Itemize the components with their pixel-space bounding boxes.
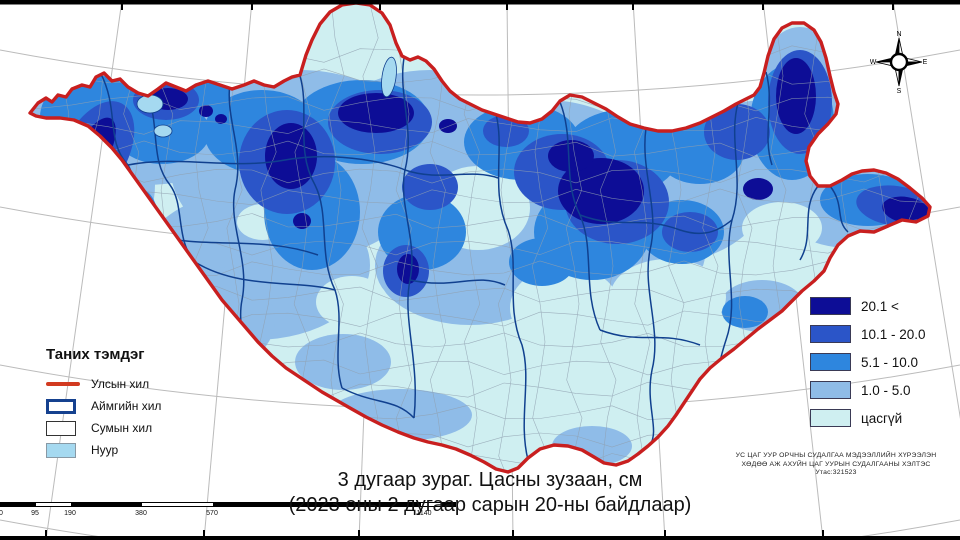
scale-segment bbox=[142, 503, 213, 506]
scale-label: 380 bbox=[135, 510, 147, 517]
legend-item-label: Аймгийн хил bbox=[91, 399, 162, 413]
country-border bbox=[28, 1, 932, 474]
lakes bbox=[111, 56, 397, 184]
legend-item-label: Улсын хил bbox=[91, 377, 150, 391]
scale-bar: 0 95 190 380 570 1140 bbox=[0, 502, 470, 520]
caption-line1: 3 дугаар зураг. Цасны зузаан, см bbox=[337, 469, 643, 491]
credits-line1: УС ЦАГ УУР ОРЧНЫ СУДАЛГАА МЭДЭЭЛЛИЙН ХҮР… bbox=[735, 452, 937, 459]
lake-khovsgol bbox=[381, 56, 397, 98]
scale-segment bbox=[36, 503, 71, 506]
class-color-swatch bbox=[810, 409, 851, 427]
legend-snow-classes: 20.1 < 10.1 - 20.0 5.1 - 10.0 1.0 - 5.0 цасг… bbox=[810, 297, 926, 437]
legend-item-aimag-border: Аймгийн хил bbox=[46, 395, 161, 417]
legend-item-label: Нуур bbox=[91, 443, 119, 457]
legend-item-label: Сумын хил bbox=[91, 421, 153, 435]
legend-symbols: Таних тэмдэг Улсын хил Аймгийн хил Сумын… bbox=[46, 346, 161, 461]
scale-segment bbox=[421, 503, 441, 506]
soum-border-swatch bbox=[46, 420, 76, 436]
agency-credits: УС ЦАГ УУР ОРЧНЫ СУДАЛГАА МЭДЭЭЛЛИЙН ХҮР… bbox=[688, 452, 960, 478]
class-label: 5.1 - 10.0 bbox=[861, 354, 919, 370]
snow-none-holes bbox=[142, 64, 822, 424]
legend-class-row: 20.1 < bbox=[810, 297, 926, 315]
scale-bar-segments bbox=[0, 502, 456, 507]
scale-segment bbox=[71, 503, 142, 506]
lake-swatch bbox=[46, 442, 76, 458]
scale-label: 190 bbox=[64, 510, 76, 517]
class-label: 10.1 - 20.0 bbox=[861, 326, 926, 342]
scale-segment bbox=[441, 503, 455, 506]
legend-class-row: цасгүй bbox=[810, 409, 926, 427]
scale-label: 0 bbox=[0, 510, 3, 517]
class-color-swatch bbox=[810, 297, 851, 315]
legend-item-soum-border: Сумын хил bbox=[46, 417, 161, 439]
compass-w: W bbox=[870, 59, 877, 66]
credits-phone: Утас:321523 bbox=[815, 469, 857, 477]
class-color-swatch bbox=[810, 381, 851, 399]
scale-segment bbox=[1, 503, 36, 506]
class-color-swatch bbox=[810, 353, 851, 371]
compass-n: N bbox=[896, 31, 901, 38]
compass-e: E bbox=[923, 59, 928, 66]
legend-class-row: 1.0 - 5.0 bbox=[810, 381, 926, 399]
scale-segment bbox=[213, 503, 421, 506]
class-label: 20.1 < bbox=[861, 298, 899, 314]
class-color-swatch bbox=[810, 325, 851, 343]
legend-item-lake: Нуур bbox=[46, 439, 161, 461]
credits-line2: ХӨДӨӨ АЖ АХУЙН ЦАГ УУРЫН СУДАЛГААНЫ ХЭЛТ… bbox=[741, 460, 931, 468]
legend-title: Таних тэмдэг bbox=[46, 346, 145, 363]
aimag-border-swatch bbox=[46, 398, 76, 414]
north-arrow-icon: N E S W bbox=[870, 31, 928, 94]
lake-khyargas bbox=[153, 124, 173, 138]
scale-label: 95 bbox=[31, 510, 39, 517]
scale-label: 1140 bbox=[416, 510, 432, 517]
country-border-swatch bbox=[46, 382, 80, 386]
legend-item-country-border: Улсын хил bbox=[46, 373, 161, 395]
class-label: цасгүй bbox=[861, 410, 903, 426]
scale-label: 570 bbox=[206, 510, 218, 517]
legend-class-row: 10.1 - 20.0 bbox=[810, 325, 926, 343]
legend-class-row: 5.1 - 10.0 bbox=[810, 353, 926, 371]
class-label: 1.0 - 5.0 bbox=[861, 382, 911, 398]
lake-uvs bbox=[136, 94, 164, 114]
caption-line2: (2023 оны 2 дугаар сарын 20-ны байдлаар) bbox=[288, 494, 692, 516]
map-caption: 3 дугаар зураг. Цасны зузаан, см (2023 о… bbox=[150, 468, 830, 518]
compass-s: S bbox=[897, 88, 902, 94]
